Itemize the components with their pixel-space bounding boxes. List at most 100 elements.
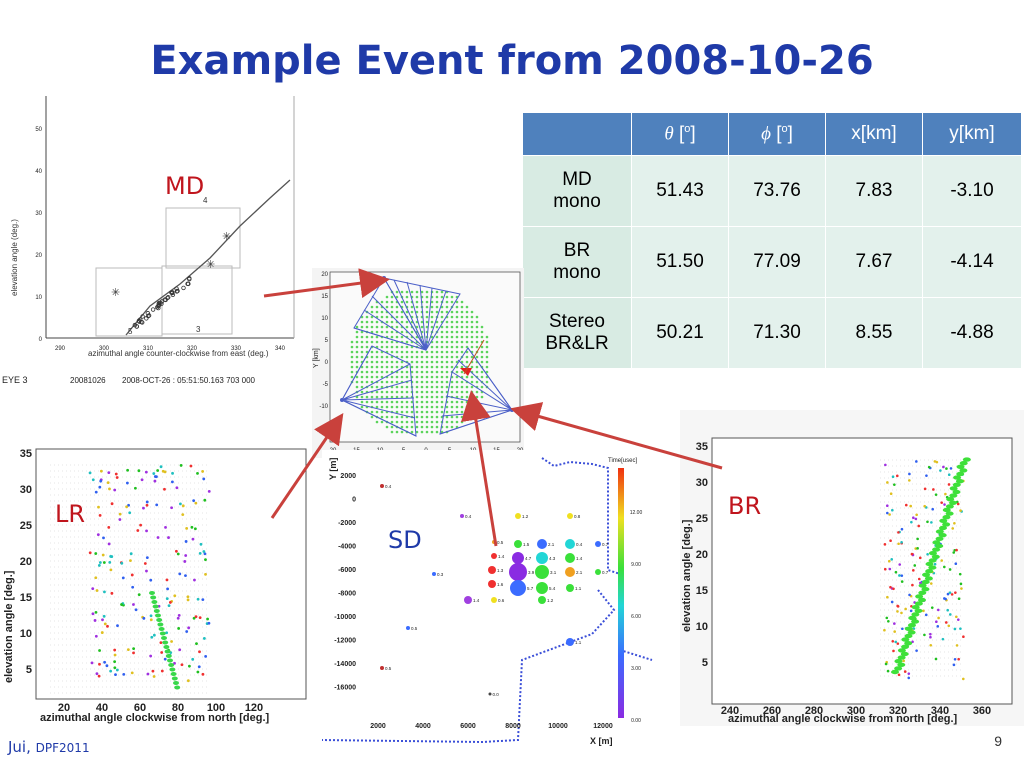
sd-detector-dot	[460, 405, 464, 409]
table-row: Stereo BR&LR 50.21 71.30 8.55 -4.88	[522, 297, 1022, 369]
sd-detector-dot	[380, 420, 384, 424]
sd-detector-dot	[425, 355, 429, 359]
sd-detector-dot	[390, 305, 394, 309]
detector-map: Y [km] -20-15-10-50510152020151050-5-10-…	[312, 268, 524, 458]
sd-detector-dot	[445, 350, 449, 354]
pmt-hit	[936, 608, 940, 612]
sd-detector-dot	[405, 350, 409, 354]
sd-detector-dot	[395, 395, 399, 399]
sd-detector-dot	[420, 290, 424, 294]
pmt-hit	[110, 502, 114, 506]
sd-detector-dot	[375, 420, 379, 424]
pmt-hit	[193, 527, 197, 531]
sd-station	[536, 552, 548, 564]
sd-detector-dot	[390, 415, 394, 419]
pmt-hit	[926, 552, 929, 556]
sd-station-label: 4.7	[525, 556, 532, 561]
pmt-hit	[959, 582, 963, 586]
track-hit	[956, 464, 965, 469]
sd-detector-dot	[440, 310, 444, 314]
tick-label: 20	[20, 556, 32, 568]
sd-detector-dot	[375, 325, 379, 329]
pmt-hit	[939, 469, 942, 472]
pmt-hit	[190, 525, 194, 529]
pmt-hit	[947, 483, 951, 486]
sd-detector-dot	[470, 405, 474, 409]
sd-detector-dot	[420, 385, 424, 389]
sd-detector-dot	[445, 330, 449, 334]
table-header-phi: ϕ [o]	[728, 112, 826, 156]
sd-detector-dot	[370, 305, 374, 309]
pmt-hit	[98, 485, 102, 489]
sd-detector-dot	[390, 335, 394, 339]
pmt-hit	[908, 593, 911, 597]
pmt-hit	[904, 503, 908, 507]
sd-station	[510, 580, 526, 596]
sd-detector-dot	[390, 375, 394, 379]
tick-label: 20	[35, 253, 42, 259]
sd-station-label: 2.1	[576, 570, 583, 575]
sd-detector-dot	[395, 310, 399, 314]
sd-detector-dot	[355, 335, 359, 339]
pmt-hit	[103, 660, 107, 664]
sd-detector-dot	[415, 370, 419, 374]
pmt-hit	[126, 648, 130, 652]
pmt-hit	[98, 662, 101, 666]
sd-detector-dot	[395, 365, 399, 369]
sd-detector-dot	[395, 345, 399, 349]
sd-detector-dot	[460, 350, 464, 354]
pmt-hit	[923, 504, 926, 508]
mirror-label: 3	[196, 325, 201, 334]
pmt-hit	[88, 551, 92, 555]
sd-detector-dot	[455, 390, 459, 394]
tick-label: 30	[20, 484, 32, 496]
tick-label: -8000	[338, 591, 356, 598]
sd-station-label: 1.1	[575, 640, 582, 645]
sd-detector-dot	[480, 370, 484, 374]
sd-detector-dot	[450, 320, 454, 324]
sd-detector-dot	[425, 305, 429, 309]
sd-detector-dot	[435, 385, 439, 389]
sd-detector-dot	[415, 390, 419, 394]
pmt-hit	[106, 481, 110, 485]
sd-detector-dot	[370, 385, 374, 389]
sd-station-label: 1.2	[547, 598, 554, 603]
sd-detector-dot	[420, 410, 424, 414]
sd-detector-dot	[415, 425, 419, 429]
sd-detector-dot	[425, 420, 429, 424]
tick-label: 2000	[340, 473, 356, 480]
tick-label: 40	[35, 169, 42, 175]
row-name: MD mono	[522, 155, 632, 227]
pmt-hit	[109, 669, 113, 673]
sd-detector-dot	[395, 360, 399, 364]
track-hit	[907, 630, 916, 635]
pmt-hit	[149, 578, 153, 582]
pmt-hit	[916, 537, 919, 541]
sd-detector-dot	[395, 295, 399, 299]
sd-detector-dot	[375, 395, 379, 399]
sd-detector-dot	[475, 320, 479, 324]
sd-detector-dot	[405, 400, 409, 404]
pmt-hit	[199, 542, 203, 546]
pmt-hit	[900, 611, 903, 615]
pmt-hit	[108, 560, 112, 564]
pmt-hit	[130, 671, 134, 675]
sd-station-label: 1.3	[497, 568, 504, 573]
sd-detector-dot	[415, 430, 419, 434]
sd-detector-dot	[390, 380, 394, 384]
pmt-hit	[102, 614, 106, 618]
sd-detector-dot	[465, 390, 469, 394]
sd-detector-dot	[375, 355, 379, 359]
sd-detector-dot	[450, 385, 454, 389]
mirror-label: 4	[203, 196, 208, 205]
pmt-hit	[113, 660, 117, 664]
pmt-hit	[918, 556, 922, 560]
pmt-hit	[946, 592, 950, 596]
sd-detector-dot	[440, 365, 444, 369]
pmt-hit	[94, 634, 98, 638]
y-cell: -4.14	[922, 226, 1022, 298]
sd-detector-dot	[430, 410, 434, 414]
sd-station	[537, 539, 547, 549]
sd-detector-dot	[475, 315, 479, 319]
sd-detector-dot	[460, 310, 464, 314]
